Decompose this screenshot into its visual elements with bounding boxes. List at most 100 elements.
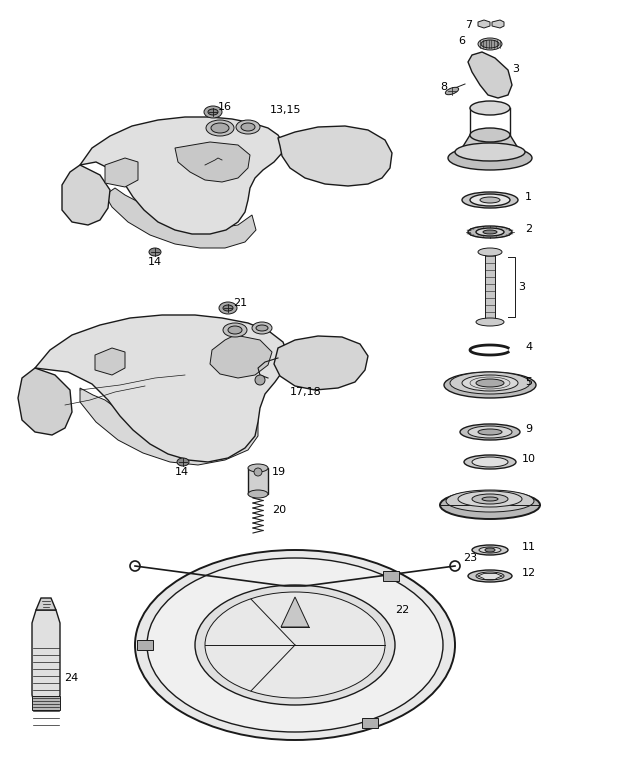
Ellipse shape bbox=[458, 491, 522, 507]
Ellipse shape bbox=[468, 426, 512, 438]
Text: 11: 11 bbox=[522, 542, 536, 552]
Text: 14: 14 bbox=[175, 467, 189, 477]
Ellipse shape bbox=[446, 490, 534, 512]
Ellipse shape bbox=[460, 424, 520, 440]
Text: 14: 14 bbox=[148, 257, 162, 267]
Text: 17,18: 17,18 bbox=[290, 387, 322, 397]
Text: 20: 20 bbox=[272, 505, 286, 515]
Ellipse shape bbox=[252, 322, 272, 334]
Text: 4: 4 bbox=[525, 342, 532, 352]
Text: 8: 8 bbox=[440, 82, 447, 92]
Polygon shape bbox=[95, 348, 125, 375]
Text: 6: 6 bbox=[458, 36, 465, 46]
Polygon shape bbox=[278, 126, 392, 186]
Ellipse shape bbox=[236, 120, 260, 134]
Polygon shape bbox=[478, 20, 490, 28]
Ellipse shape bbox=[472, 457, 508, 467]
Ellipse shape bbox=[256, 325, 268, 331]
Ellipse shape bbox=[482, 497, 498, 501]
Text: 10: 10 bbox=[522, 454, 536, 464]
Polygon shape bbox=[175, 142, 250, 182]
Text: 12: 12 bbox=[522, 568, 536, 578]
Ellipse shape bbox=[445, 87, 458, 95]
Ellipse shape bbox=[205, 592, 385, 698]
Ellipse shape bbox=[478, 429, 502, 435]
Ellipse shape bbox=[448, 146, 532, 170]
Ellipse shape bbox=[248, 490, 268, 498]
Ellipse shape bbox=[206, 120, 234, 136]
Polygon shape bbox=[18, 368, 72, 435]
Ellipse shape bbox=[470, 194, 510, 206]
Text: 21: 21 bbox=[233, 298, 247, 308]
Text: 3: 3 bbox=[518, 282, 525, 292]
Ellipse shape bbox=[480, 197, 500, 203]
Text: 19: 19 bbox=[272, 467, 286, 477]
Ellipse shape bbox=[228, 326, 242, 334]
Text: 7: 7 bbox=[465, 20, 472, 30]
Polygon shape bbox=[105, 188, 256, 248]
Ellipse shape bbox=[481, 40, 499, 48]
Ellipse shape bbox=[468, 226, 512, 238]
Text: 1: 1 bbox=[525, 192, 532, 202]
Bar bbox=[32, 696, 60, 710]
Bar bbox=[137, 640, 153, 650]
Ellipse shape bbox=[470, 128, 510, 142]
Text: 9: 9 bbox=[525, 424, 532, 434]
Ellipse shape bbox=[444, 372, 536, 398]
Polygon shape bbox=[80, 388, 258, 465]
Circle shape bbox=[254, 468, 262, 476]
Ellipse shape bbox=[455, 143, 525, 161]
Circle shape bbox=[255, 375, 265, 385]
Ellipse shape bbox=[149, 248, 161, 256]
Polygon shape bbox=[105, 158, 138, 187]
Polygon shape bbox=[36, 598, 56, 610]
Ellipse shape bbox=[177, 458, 189, 466]
Polygon shape bbox=[492, 20, 504, 28]
Ellipse shape bbox=[478, 248, 502, 256]
Ellipse shape bbox=[211, 123, 229, 133]
Text: 5: 5 bbox=[525, 377, 532, 387]
Text: 23: 23 bbox=[463, 553, 477, 563]
Ellipse shape bbox=[470, 101, 510, 115]
Ellipse shape bbox=[135, 550, 455, 740]
Ellipse shape bbox=[440, 491, 540, 519]
Ellipse shape bbox=[485, 548, 495, 552]
Ellipse shape bbox=[450, 372, 530, 394]
Ellipse shape bbox=[464, 455, 516, 469]
Ellipse shape bbox=[223, 305, 233, 311]
Polygon shape bbox=[32, 610, 60, 710]
Bar bbox=[485, 252, 495, 322]
Bar bbox=[248, 468, 268, 494]
Ellipse shape bbox=[462, 375, 518, 391]
Ellipse shape bbox=[483, 230, 497, 234]
Ellipse shape bbox=[476, 228, 504, 236]
Text: 13,15: 13,15 bbox=[270, 105, 302, 115]
Ellipse shape bbox=[478, 38, 502, 50]
Polygon shape bbox=[35, 315, 288, 462]
Ellipse shape bbox=[147, 558, 443, 732]
Polygon shape bbox=[462, 135, 518, 158]
Polygon shape bbox=[281, 597, 309, 627]
Ellipse shape bbox=[241, 123, 255, 131]
Bar bbox=[384, 571, 399, 581]
Text: 16: 16 bbox=[218, 102, 232, 112]
Text: 3: 3 bbox=[512, 64, 519, 74]
Text: 22: 22 bbox=[395, 605, 409, 615]
Ellipse shape bbox=[476, 572, 504, 580]
Ellipse shape bbox=[208, 109, 218, 115]
Ellipse shape bbox=[462, 192, 518, 208]
Ellipse shape bbox=[472, 545, 508, 555]
Ellipse shape bbox=[204, 106, 222, 118]
Text: 2: 2 bbox=[525, 224, 532, 234]
Text: 24: 24 bbox=[64, 673, 78, 683]
Ellipse shape bbox=[219, 302, 237, 314]
Ellipse shape bbox=[476, 379, 504, 387]
Polygon shape bbox=[274, 336, 368, 390]
Ellipse shape bbox=[472, 494, 508, 504]
Polygon shape bbox=[210, 335, 272, 378]
Polygon shape bbox=[80, 117, 283, 234]
Ellipse shape bbox=[248, 464, 268, 472]
Ellipse shape bbox=[476, 318, 504, 326]
Ellipse shape bbox=[479, 547, 501, 553]
Polygon shape bbox=[468, 52, 512, 98]
